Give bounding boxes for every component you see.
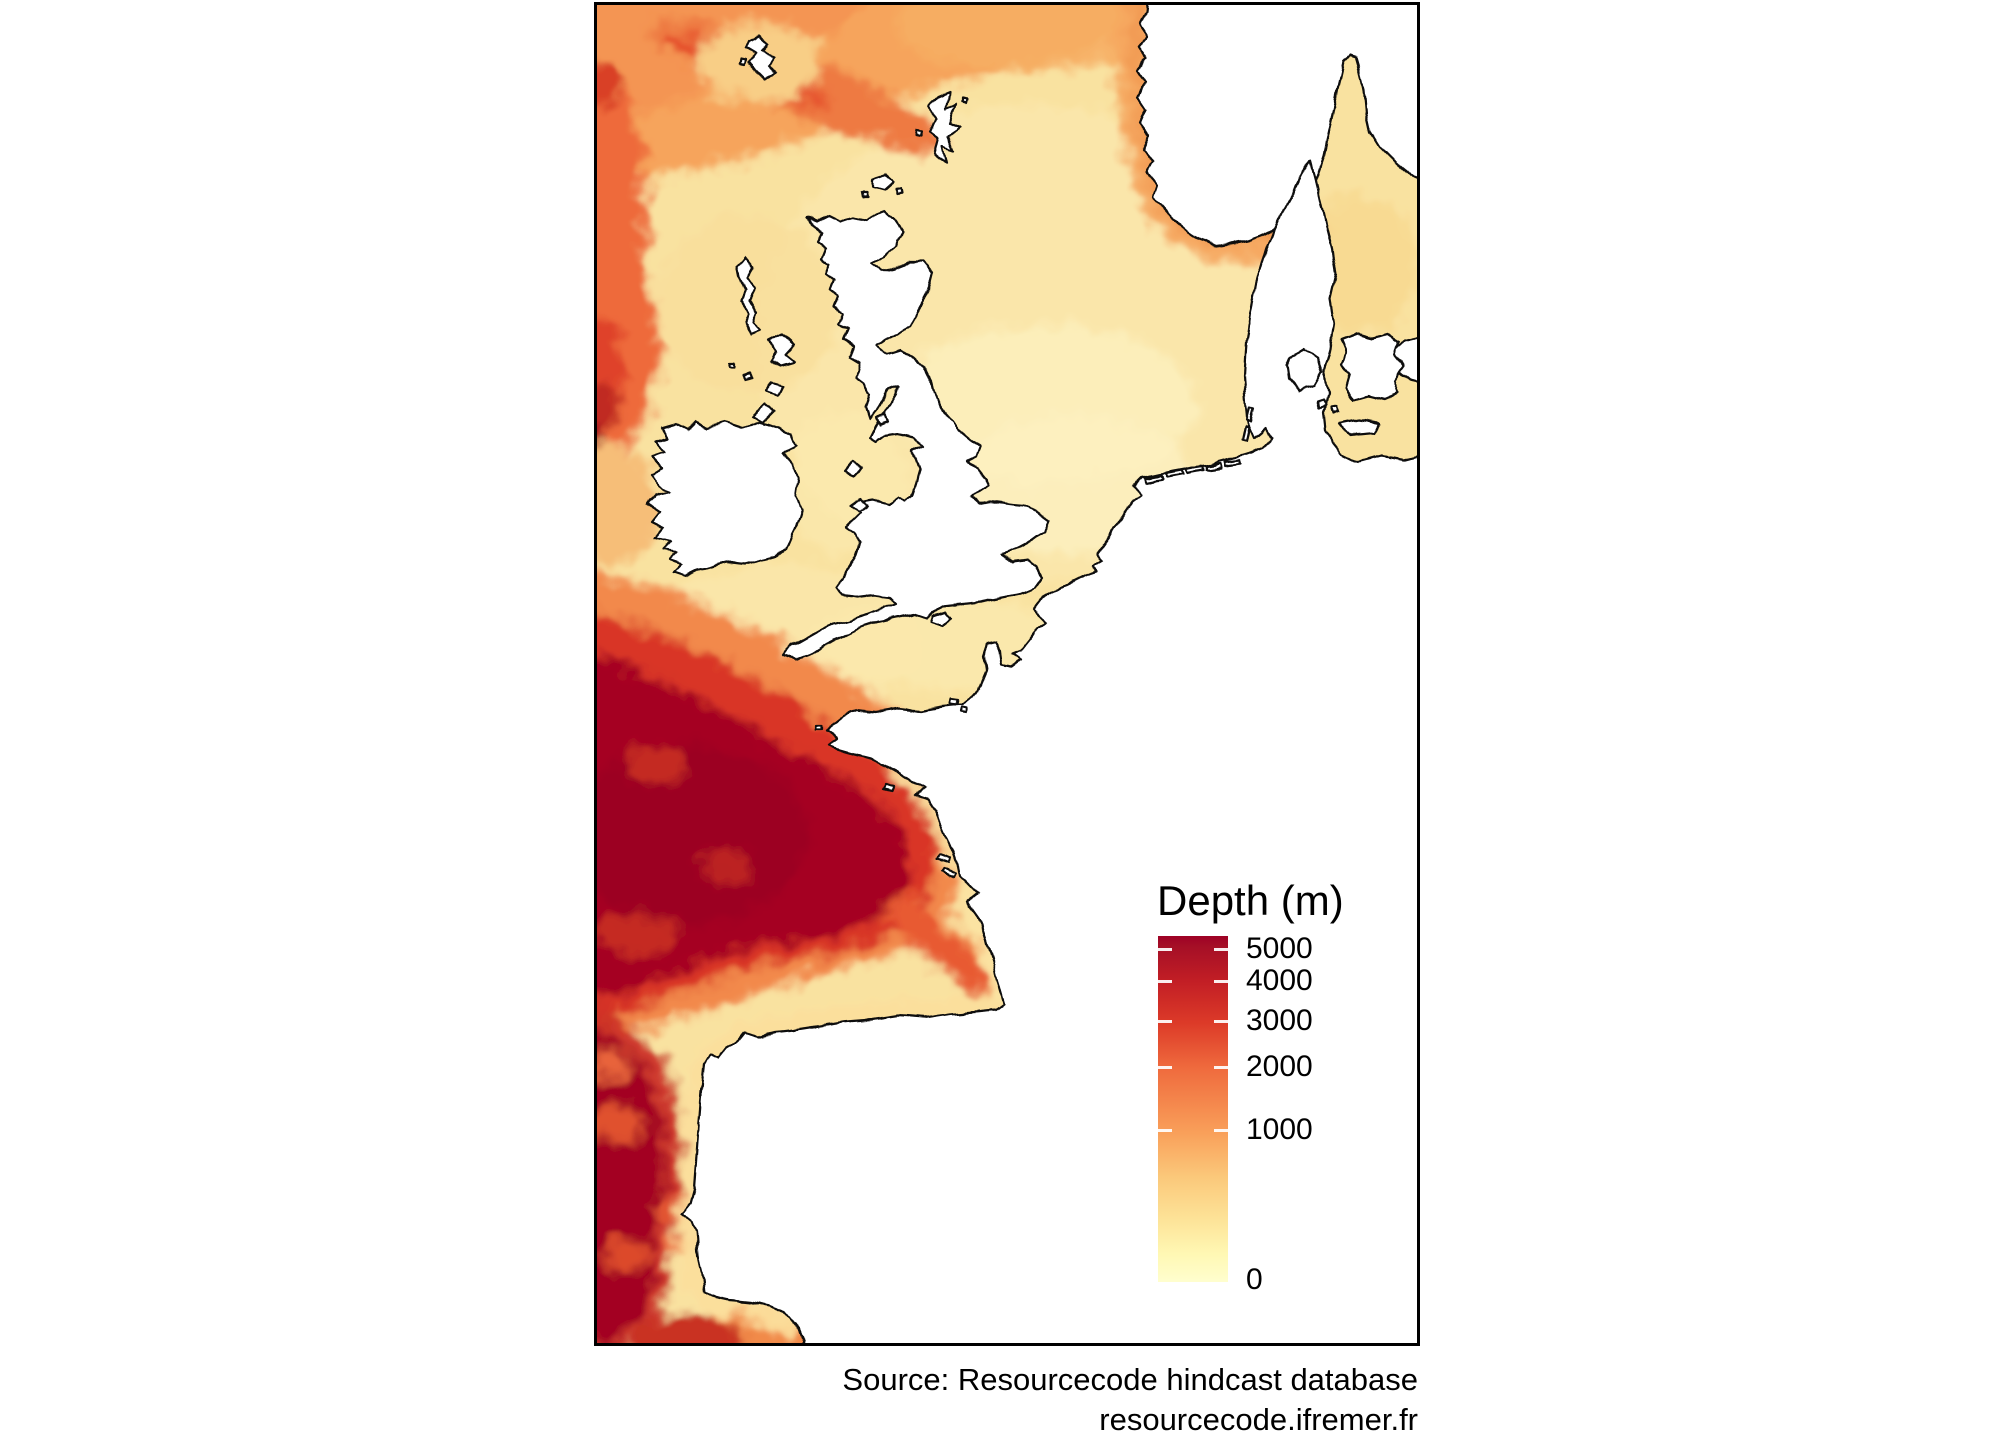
land-sjaelland	[1339, 332, 1404, 402]
caption-line-2: resourcecode.ifremer.fr	[1099, 1402, 1418, 1437]
bathymetry-map	[597, 5, 1417, 1343]
colorbar-tick-mark	[1158, 948, 1172, 951]
land-shetland	[926, 90, 962, 166]
colorbar-tick-mark	[1158, 1129, 1172, 1132]
legend-title: Depth (m)	[1157, 877, 1344, 924]
tick-label-1000: 1000	[1246, 1113, 1313, 1146]
land-lolland	[1337, 418, 1381, 438]
land-isle-of-wight	[929, 610, 955, 628]
land-outer-hebrides	[735, 255, 763, 337]
land-faroe-islands	[744, 34, 778, 80]
colorbar-tick-mark	[1214, 1129, 1228, 1132]
colorbar-tick-mark	[1158, 980, 1172, 983]
source-caption: Source: Resourcecode hindcast database r…	[842, 1360, 1418, 1440]
landmasses	[646, 5, 1417, 1343]
depth-colorbar	[1158, 936, 1228, 1282]
tick-label-3000: 3000	[1246, 1004, 1313, 1037]
tick-label-2000: 2000	[1246, 1050, 1313, 1083]
colorbar-tick-mark	[1214, 1020, 1228, 1023]
land-continental-europe	[680, 159, 1417, 1343]
land-skye	[767, 332, 797, 368]
land-great-britain	[780, 208, 1051, 662]
colorbar-tick-mark	[1214, 980, 1228, 983]
bathymetry-map-panel: Depth (m) 5000 4000 3000 2000 1000 0	[594, 2, 1420, 1346]
land-fyn	[1286, 348, 1324, 392]
colorbar-tick-mark	[1158, 1020, 1172, 1023]
tick-label-5000: 5000	[1246, 932, 1313, 965]
tick-label-4000: 4000	[1246, 964, 1313, 997]
land-orkney	[871, 172, 896, 193]
land-anglesey	[849, 497, 870, 515]
colorbar-tick-mark	[1214, 948, 1228, 951]
land-isle-of-man	[843, 460, 863, 478]
tick-label-0: 0	[1246, 1263, 1263, 1296]
colorbar-tick-mark	[1214, 1066, 1228, 1069]
land-norway-sweden	[1134, 5, 1417, 248]
land-ireland	[646, 420, 804, 578]
colorbar-tick-mark	[1158, 1066, 1172, 1069]
caption-line-1: Source: Resourcecode hindcast database	[842, 1362, 1418, 1397]
